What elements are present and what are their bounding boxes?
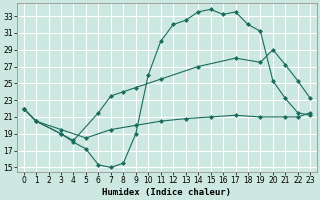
- X-axis label: Humidex (Indice chaleur): Humidex (Indice chaleur): [102, 188, 231, 197]
